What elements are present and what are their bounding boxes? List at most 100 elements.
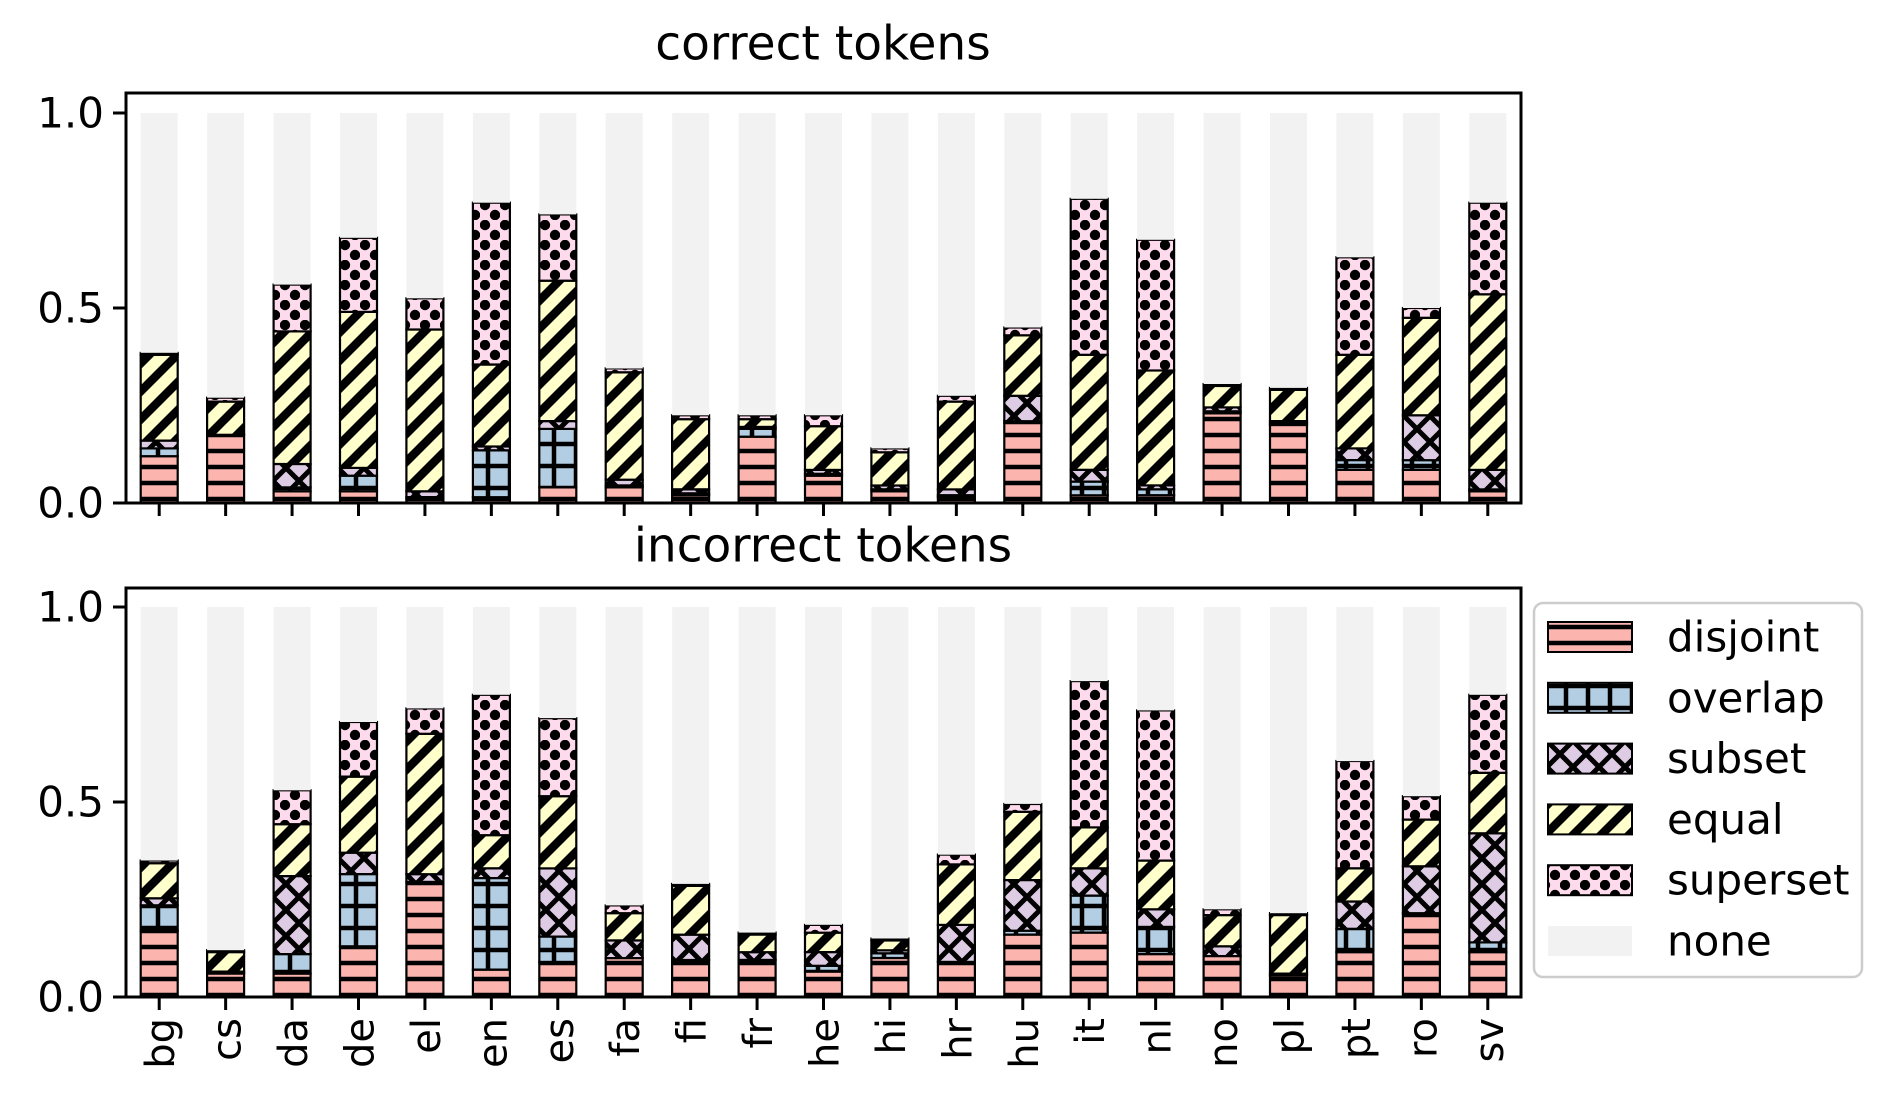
bar-segment-correct-hi-equal [870, 451, 910, 487]
bar-segment-correct-fi-equal [670, 418, 711, 491]
bar-segment-correct-ro-superset [1401, 306, 1442, 319]
bar-segment-incorrect-en-subset [471, 867, 511, 880]
bar-segment-correct-fr-none [738, 113, 776, 416]
x-tick-label-es: es [537, 1018, 583, 1063]
bar-segment-correct-hi-superset [870, 447, 910, 454]
bar-segment-correct-hu-superset [1003, 326, 1043, 337]
bar-segment-incorrect-no-superset [1202, 908, 1242, 917]
legend-label-disjoint: disjoint [1667, 613, 1819, 662]
bar-segment-correct-bg-subset [139, 439, 179, 450]
bar-segment-incorrect-no-equal [1202, 913, 1242, 948]
bar-segment-incorrect-fr-disjoint [737, 958, 777, 999]
bar-segment-correct-fa-none [605, 113, 643, 369]
bar-segment-incorrect-he-subset [803, 950, 844, 967]
bar-segment-incorrect-fa-subset [604, 939, 644, 960]
bar-segment-incorrect-sv-disjoint [1468, 950, 1508, 999]
bar-segment-correct-da-equal [272, 330, 312, 466]
legend-patch-none [1548, 926, 1632, 956]
bar-segment-correct-nl-none [1137, 113, 1175, 240]
x-tick-label-hr: hr [935, 1017, 981, 1059]
bar-segment-incorrect-bg-overlap [139, 904, 179, 932]
bar-segment-incorrect-fa-disjoint [604, 956, 644, 999]
bar-segment-incorrect-fa-equal [604, 911, 644, 942]
legend-patch-disjoint [1547, 621, 1633, 653]
bar-segment-incorrect-el-disjoint [405, 880, 445, 999]
bar-segment-correct-en-overlap [471, 449, 511, 499]
bar-segment-correct-de-subset [338, 466, 379, 477]
bar-segment-incorrect-cs-superset [206, 949, 246, 954]
bar-segment-incorrect-de-subset [338, 851, 379, 876]
bar-segment-incorrect-en-superset [471, 693, 511, 837]
bar-segment-correct-it-subset [1069, 468, 1109, 483]
bar-segment-incorrect-pt-disjoint [1335, 950, 1375, 999]
bar-segment-incorrect-pt-none [1336, 607, 1374, 762]
bar-segment-incorrect-sv-overlap [1468, 941, 1508, 954]
bar-segment-incorrect-sv-subset [1468, 832, 1508, 944]
bar-segment-incorrect-da-overlap [272, 952, 312, 975]
bar-segment-incorrect-es-none [539, 607, 577, 719]
bar-segment-incorrect-he-disjoint [803, 970, 844, 999]
x-tick-label-bg: bg [138, 1018, 184, 1069]
legend-patch-superset [1547, 864, 1633, 897]
bar-segment-incorrect-pl-equal [1268, 913, 1309, 975]
bar-segment-incorrect-hu-superset [1003, 802, 1043, 813]
bar-segment-incorrect-ro-disjoint [1401, 911, 1442, 998]
bar-segment-incorrect-nl-subset [1135, 908, 1176, 928]
legend-patch-overlap [1547, 681, 1633, 714]
bar-segment-incorrect-it-equal [1069, 826, 1109, 870]
x-tick-label-sv: sv [1467, 1018, 1513, 1063]
bar-segment-incorrect-hi-equal [870, 939, 910, 952]
bar-segment-incorrect-fi-disjoint [670, 958, 711, 999]
bar-segment-incorrect-pt-subset [1335, 900, 1375, 930]
bar-segment-incorrect-hr-subset [936, 923, 977, 964]
bar-segment-correct-pt-disjoint [1335, 468, 1375, 505]
x-tick-label-no: no [1201, 1018, 1247, 1068]
bar-segment-incorrect-hi-disjoint [870, 956, 910, 999]
x-tick-label-hu: hu [1002, 1018, 1048, 1069]
bar-segment-correct-hu-equal [1003, 334, 1043, 397]
bar-segment-incorrect-hr-superset [936, 853, 977, 866]
bar-segment-incorrect-sv-equal [1468, 771, 1508, 835]
bar-segment-correct-en-superset [471, 201, 511, 366]
bar-segment-correct-no-none [1203, 113, 1241, 384]
bar-segment-correct-de-equal [338, 310, 379, 469]
bar-segment-correct-bg-overlap [139, 447, 179, 458]
bar-segment-correct-pt-none [1336, 113, 1374, 258]
bar-segment-incorrect-da-subset [272, 874, 312, 956]
bar-segment-incorrect-hu-disjoint [1003, 933, 1043, 999]
bar-segment-incorrect-pt-superset [1335, 759, 1375, 870]
bar-segment-incorrect-es-overlap [538, 935, 578, 963]
bar-segment-correct-pl-superset [1268, 386, 1309, 391]
bar-segment-correct-pt-equal [1335, 353, 1375, 450]
bar-segment-correct-hu-disjoint [1003, 422, 1043, 505]
bar-segment-correct-it-none [1070, 113, 1108, 199]
bar-segment-correct-da-disjoint [272, 490, 312, 505]
bar-segment-incorrect-hr-none [937, 607, 975, 855]
bar-segment-correct-it-overlap [1069, 480, 1109, 497]
bar-segment-correct-bg-superset [139, 351, 179, 356]
bar-segment-correct-es-superset [538, 213, 578, 282]
bar-segment-incorrect-el-superset [405, 707, 445, 735]
bar-segment-incorrect-hr-equal [936, 863, 977, 927]
bar-segment-correct-da-none [273, 113, 311, 285]
bar-segment-incorrect-de-disjoint [338, 945, 379, 999]
bar-segment-correct-he-disjoint [803, 474, 844, 505]
bar-segment-incorrect-hu-subset [1003, 878, 1043, 932]
bar-segment-incorrect-it-overlap [1069, 894, 1109, 934]
bar-segment-correct-pt-subset [1335, 447, 1375, 462]
bar-segment-correct-el-none [406, 113, 444, 299]
bar-segment-correct-hi-none [871, 113, 909, 449]
bar-segment-incorrect-nl-disjoint [1135, 952, 1176, 999]
x-tick-label-da: da [271, 1018, 317, 1068]
bar-segment-correct-ro-disjoint [1401, 468, 1442, 505]
x-tick-label-pl: pl [1268, 1018, 1314, 1055]
legend-label-subset: subset [1667, 734, 1806, 783]
legend-label-overlap: overlap [1667, 673, 1825, 722]
bar-segment-correct-no-disjoint [1202, 412, 1242, 505]
bar-segment-incorrect-es-equal [538, 795, 578, 870]
bar-segment-correct-de-disjoint [338, 490, 379, 505]
bar-segment-incorrect-no-disjoint [1202, 954, 1242, 999]
x-tick-label-nl: nl [1135, 1018, 1181, 1054]
bar-segment-incorrect-nl-none [1137, 607, 1175, 711]
bar-segment-correct-nl-equal [1135, 369, 1176, 487]
